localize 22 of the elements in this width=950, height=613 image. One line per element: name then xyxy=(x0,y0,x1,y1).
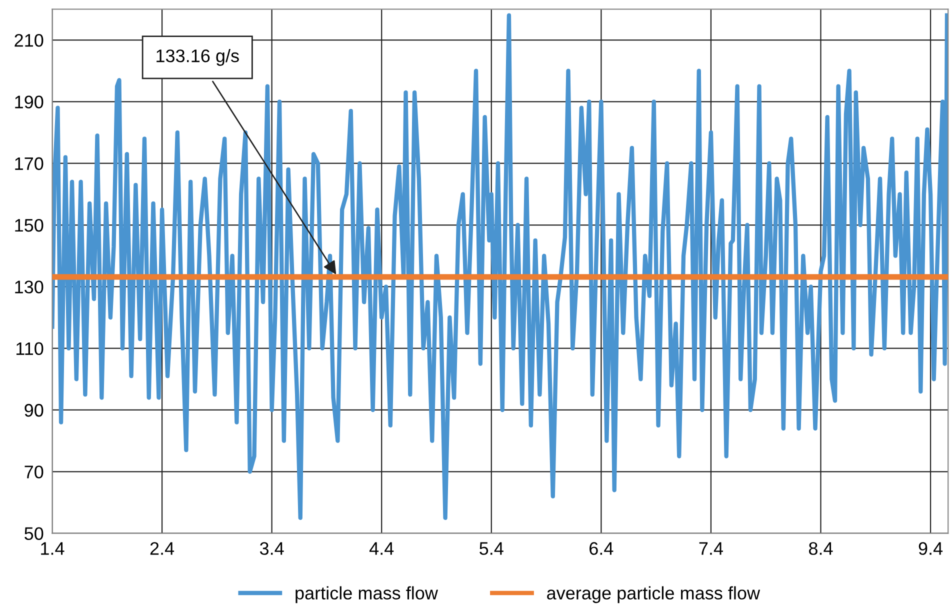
x-tick-label: 3.4 xyxy=(260,542,284,555)
x-tick-label: 4.4 xyxy=(369,542,394,555)
y-tick-label: 50 xyxy=(24,527,44,540)
x-tick-label: 6.4 xyxy=(590,542,614,555)
line-series xyxy=(52,13,948,520)
y-tick-label: 170 xyxy=(15,157,44,170)
y-tick-label: 70 xyxy=(24,466,44,478)
y-tick-label: 210 xyxy=(14,34,44,47)
y-tick-label: 190 xyxy=(15,96,44,108)
y-tick-label: 130 xyxy=(15,280,44,294)
legend-label: average particle mass flow xyxy=(547,586,760,604)
x-tick-label: 7.4 xyxy=(699,542,723,555)
x-tick-label: 2.4 xyxy=(150,542,174,555)
annotation: 133.16 g/s xyxy=(156,49,239,66)
x-tick-label: 1.4 xyxy=(41,542,64,555)
x-tick-label: 5.4 xyxy=(480,542,504,555)
x-tick-label: 9.4 xyxy=(918,542,943,555)
legend-label: particle mass flow xyxy=(296,586,438,604)
y-tick-label: 110 xyxy=(16,342,44,356)
x-tick-label: 8.4 xyxy=(808,542,833,555)
y-tick-label: 150 xyxy=(15,218,44,232)
y-tick-label: 90 xyxy=(24,404,44,417)
